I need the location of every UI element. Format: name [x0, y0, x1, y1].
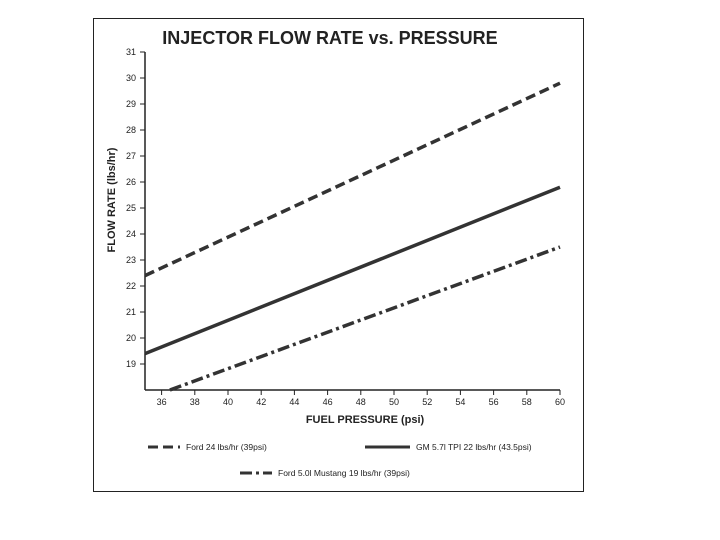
- x-tick-label: 58: [522, 397, 532, 407]
- series-line-1: [144, 81, 561, 278]
- y-tick-label: 20: [126, 333, 136, 343]
- y-tick-label: 26: [126, 177, 136, 187]
- x-tick-label: 44: [289, 397, 299, 407]
- y-tick-label: 22: [126, 281, 136, 291]
- x-tick-label: 38: [190, 397, 200, 407]
- y-axis-title: FLOW RATE (lbs/hr): [106, 147, 118, 252]
- legend-label-1: Ford 24 lbs/hr (39psi): [186, 442, 267, 452]
- x-tick-label: 60: [555, 397, 565, 407]
- y-tick-label: 31: [126, 47, 136, 57]
- x-tick-label: 50: [389, 397, 399, 407]
- chart-frame: [93, 18, 584, 492]
- series-line-3: [169, 245, 561, 392]
- x-tick-label: 52: [422, 397, 432, 407]
- legend-label-3: Ford 5.0l Mustang 19 lbs/hr (39psi): [278, 468, 410, 478]
- y-tick-label: 19: [126, 359, 136, 369]
- x-tick-label: 54: [455, 397, 465, 407]
- x-tick-label: 46: [323, 397, 333, 407]
- y-tick-label: 29: [126, 99, 136, 109]
- y-tick-label: 28: [126, 125, 136, 135]
- y-tick-label: 27: [126, 151, 136, 161]
- legend-label-2: GM 5.7l TPI 22 lbs/hr (43.5psi): [416, 442, 532, 452]
- x-tick-label: 56: [489, 397, 499, 407]
- x-axis-title: FUEL PRESSURE (psi): [306, 414, 425, 426]
- y-tick-label: 23: [126, 255, 136, 265]
- chart-title: INJECTOR FLOW RATE vs. PRESSURE: [162, 28, 497, 48]
- x-tick-label: 36: [157, 397, 167, 407]
- y-tick-label: 25: [126, 203, 136, 213]
- x-tick-label: 48: [356, 397, 366, 407]
- y-tick-label: 24: [126, 229, 136, 239]
- x-tick-label: 40: [223, 397, 233, 407]
- y-tick-label: 21: [126, 307, 136, 317]
- series-line-2: [144, 185, 561, 356]
- y-tick-label: 30: [126, 73, 136, 83]
- x-tick-label: 42: [256, 397, 266, 407]
